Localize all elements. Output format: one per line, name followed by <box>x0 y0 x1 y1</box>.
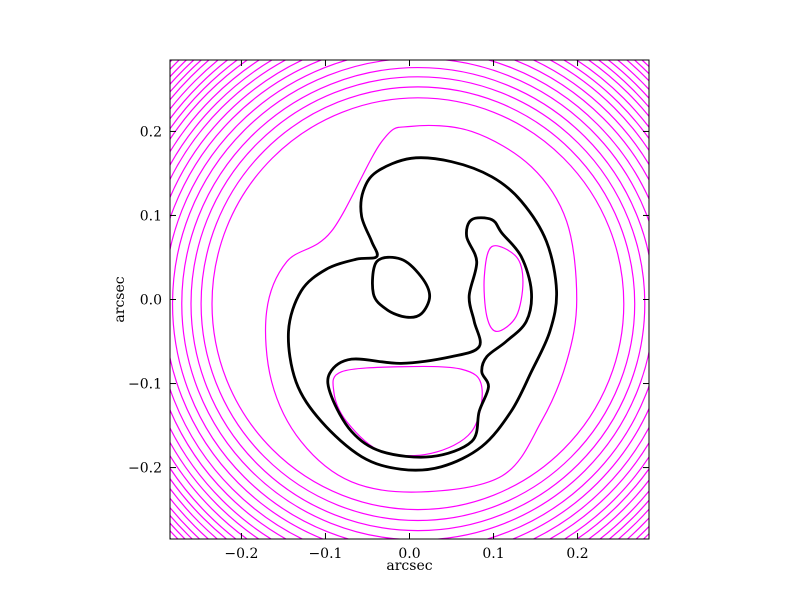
x-tick-label: 0.2 <box>566 546 588 562</box>
y-tick-label: 0.2 <box>140 124 162 140</box>
y-tick-label: −0.1 <box>128 377 162 393</box>
contour-line <box>332 365 483 457</box>
contour-ring <box>171 60 649 539</box>
x-tick-label: −0.1 <box>308 546 342 562</box>
y-tick-label: −0.2 <box>128 461 162 477</box>
x-tick-label: 0.0 <box>398 546 420 562</box>
x-tick-label: 0.1 <box>482 546 504 562</box>
y-tick-label: 0.1 <box>140 208 162 224</box>
critical-curve <box>326 216 533 459</box>
y-tick-label: 0.0 <box>140 293 162 309</box>
plot-area <box>170 60 649 539</box>
contour-line <box>483 245 524 333</box>
contour-ring <box>211 97 625 511</box>
contour-ring <box>181 67 649 539</box>
contour-ring <box>200 86 636 522</box>
x-axis-label: arcsec <box>386 558 432 574</box>
critical-curve <box>371 255 432 319</box>
critical-curve <box>286 156 559 472</box>
y-axis-label: arcsec <box>112 276 128 322</box>
x-tick-label: −0.2 <box>224 546 258 562</box>
contour-ring <box>190 76 646 532</box>
contour-line <box>264 124 578 493</box>
